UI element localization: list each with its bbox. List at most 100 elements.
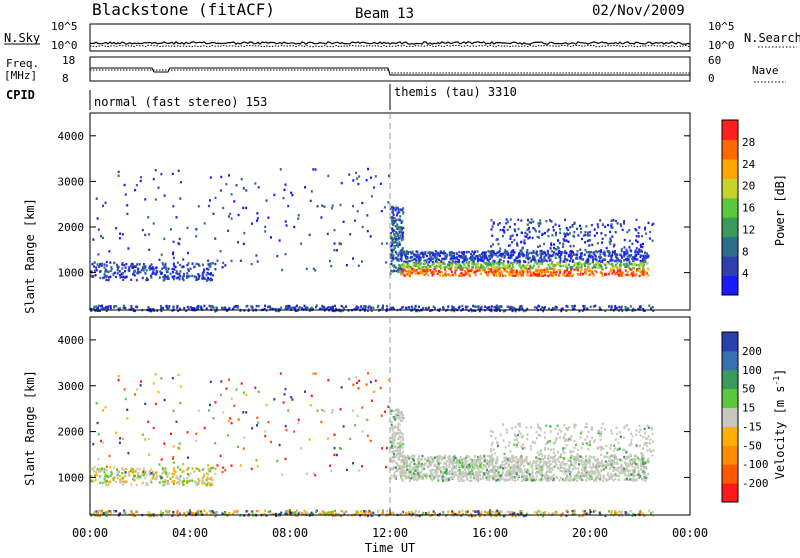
echo-cell	[290, 512, 292, 514]
echo-cell	[402, 433, 404, 435]
echo-cell	[401, 307, 403, 309]
echo-cell	[393, 443, 395, 445]
echo-cell	[550, 271, 552, 273]
echo-cell	[208, 409, 210, 411]
echo-cell	[345, 510, 347, 512]
echo-cell	[521, 470, 523, 472]
echo-cell	[377, 306, 379, 308]
echo-cell	[480, 266, 482, 268]
echo-cell	[103, 277, 105, 279]
echo-cell	[623, 263, 625, 265]
echo-cell	[434, 255, 436, 257]
echo-cell	[442, 475, 444, 477]
echo-cell	[579, 249, 581, 251]
echo-cell	[548, 307, 550, 309]
echo-cell	[562, 265, 564, 267]
echo-cell	[93, 511, 95, 513]
echo-cell	[293, 430, 295, 432]
echo-cell	[393, 207, 395, 209]
echo-cell	[398, 271, 400, 273]
echo-cell	[134, 265, 136, 267]
echo-cell	[474, 306, 476, 308]
echo-cell	[215, 197, 217, 199]
echo-cell	[538, 259, 540, 261]
echo-cell	[290, 396, 292, 398]
echo-cell	[414, 258, 416, 260]
echo-cell	[395, 231, 397, 233]
echo-cell	[611, 263, 613, 265]
echo-cell	[423, 463, 425, 465]
echo-cell	[264, 230, 266, 232]
echo-cell	[309, 234, 311, 236]
echo-cell	[536, 262, 538, 264]
echo-cell	[635, 258, 637, 260]
echo-cell	[126, 409, 128, 411]
echo-cell	[620, 254, 622, 256]
echo-cell	[456, 257, 458, 259]
echo-cell	[564, 255, 566, 257]
echo-cell	[568, 467, 570, 469]
echo-cell	[421, 458, 423, 460]
echo-cell	[139, 263, 141, 265]
echo-cell	[630, 510, 632, 512]
echo-cell	[360, 510, 362, 512]
echo-cell	[144, 470, 146, 472]
echo-cell	[487, 273, 489, 275]
echo-cell	[518, 475, 520, 477]
echo-cell	[121, 267, 123, 269]
echo-cell	[648, 222, 650, 224]
echo-cell	[638, 248, 640, 250]
echo-cell	[391, 221, 393, 223]
echo-cell	[126, 417, 128, 419]
echo-cell	[511, 254, 513, 256]
echo-cell	[507, 267, 509, 269]
echo-cell	[231, 217, 233, 219]
echo-cell	[477, 460, 479, 462]
echo-cell	[566, 474, 568, 476]
echo-cell	[553, 271, 555, 273]
echo-cell	[488, 306, 490, 308]
echo-cell	[153, 382, 155, 384]
echo-cell	[427, 258, 429, 260]
echo-cell	[451, 251, 453, 253]
echo-cell	[601, 241, 603, 243]
echo-cell	[509, 244, 511, 246]
echo-cell	[505, 222, 507, 224]
echo-cell	[644, 261, 646, 263]
echo-cell	[405, 477, 407, 479]
echo-cell	[228, 512, 230, 514]
echo-cell	[500, 466, 502, 468]
echo-cell	[396, 450, 398, 452]
echo-cell	[370, 307, 372, 309]
echo-cell	[438, 475, 440, 477]
echo-cell	[592, 259, 594, 261]
beam-title: Beam 13	[355, 6, 414, 22]
echo-cell	[110, 475, 112, 477]
echo-cell	[266, 199, 268, 201]
echo-cell	[519, 255, 521, 257]
echo-cell	[382, 307, 384, 309]
echo-cell	[144, 234, 146, 236]
echo-cell	[296, 510, 298, 512]
echo-cell	[172, 511, 174, 513]
echo-cell	[156, 471, 158, 473]
echo-cell	[626, 249, 628, 251]
echo-cell	[627, 307, 629, 309]
echo-cell	[581, 238, 583, 240]
echo-cell	[108, 279, 110, 281]
echo-cell	[202, 264, 204, 266]
echo-cell	[387, 406, 389, 408]
echo-cell	[206, 307, 208, 309]
echo-cell	[258, 186, 260, 188]
echo-cell	[591, 251, 593, 253]
echo-cell	[371, 400, 373, 402]
echo-cell	[559, 271, 561, 273]
echo-cell	[196, 467, 198, 469]
echo-cell	[176, 482, 178, 484]
echo-cell	[251, 223, 253, 225]
echo-cell	[648, 510, 650, 512]
echo-cell	[160, 305, 162, 307]
echo-cell	[96, 198, 98, 200]
echo-cell	[210, 176, 212, 178]
echo-cell	[264, 226, 266, 228]
